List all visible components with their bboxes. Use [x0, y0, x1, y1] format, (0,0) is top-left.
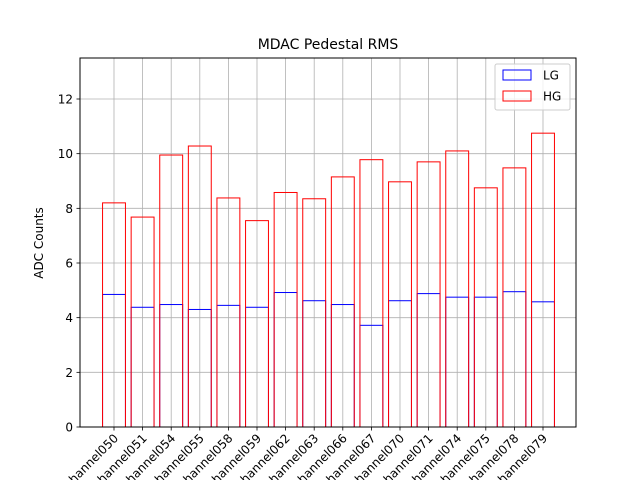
y-tick-label: 10: [58, 147, 73, 161]
x-axis: channel050channel051channel054channel055…: [61, 427, 550, 480]
plot-frame: [79, 57, 577, 428]
legend: LG HG: [494, 63, 571, 111]
y-tick-label: 12: [58, 93, 73, 107]
y-tick-label: 8: [65, 202, 73, 216]
legend-box: [494, 63, 571, 111]
bars: [102, 132, 555, 428]
grid: [80, 58, 576, 428]
legend-swatch-hg: [502, 90, 532, 102]
y-axis-label: ADC Counts: [32, 207, 46, 279]
y-tick-label: 4: [65, 311, 73, 325]
y-tick-label: 0: [65, 421, 73, 435]
y-axis: 0 2 4 6 8 10 12: [58, 93, 80, 435]
chart-title: MDAC Pedestal RMS: [258, 37, 399, 53]
y-tick-label: 6: [65, 257, 73, 271]
y-tick-label: 2: [65, 366, 73, 380]
legend-label-hg: HG: [543, 90, 561, 104]
legend-label-lg: LG: [543, 69, 559, 83]
legend-swatch-lg: [502, 69, 532, 81]
